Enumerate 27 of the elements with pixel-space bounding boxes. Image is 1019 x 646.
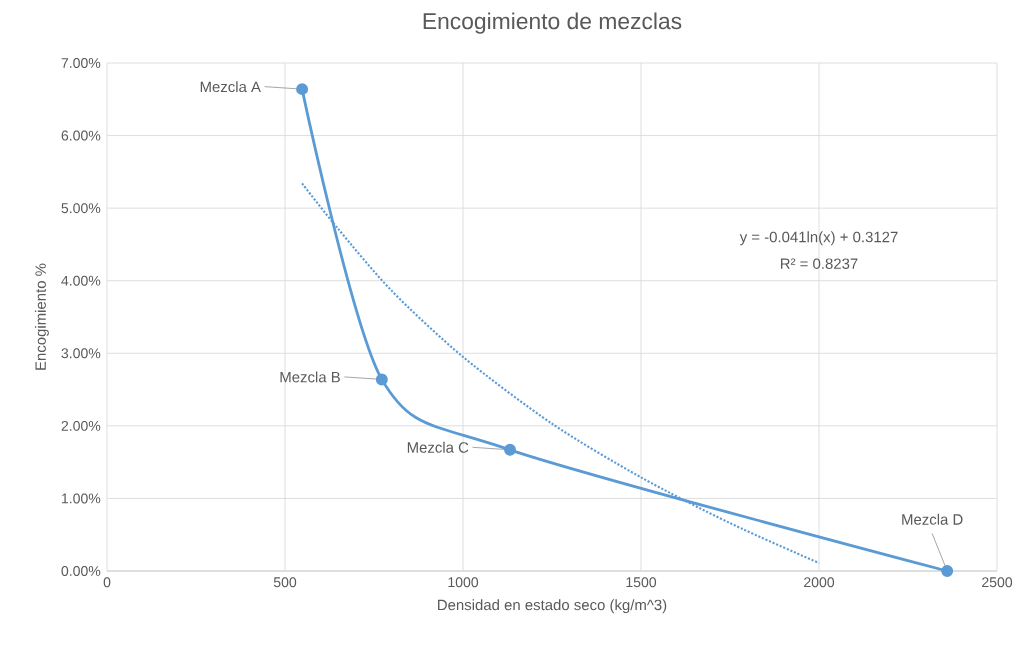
point xyxy=(504,443,516,456)
y-tick-label: 7.00% xyxy=(61,58,101,68)
annotation: Mezcla D xyxy=(902,513,963,525)
point xyxy=(375,373,388,386)
x-tick-label: 0 xyxy=(103,577,111,588)
point xyxy=(941,565,954,577)
annotation: Mezcla C xyxy=(407,441,469,453)
point xyxy=(296,83,309,96)
annotation: Mezcla A xyxy=(200,81,261,93)
x-tick-label: 2000 xyxy=(804,577,835,588)
x-tick-label: 500 xyxy=(273,577,297,588)
x-tick-label: 1000 xyxy=(448,577,479,588)
y-tick-label: 6.00% xyxy=(61,130,101,141)
x-tick-label: 2500 xyxy=(982,577,1013,588)
y-tick-label: 3.00% xyxy=(61,348,101,359)
annotation: Mezcla B xyxy=(280,371,340,383)
y-tick-label: 1.00% xyxy=(62,493,101,504)
y-tick-label: 2.00% xyxy=(61,420,101,431)
annotation: y = -0.041ln(x) + 0.3127 xyxy=(739,231,898,246)
y-axis-title: Encogimiento % xyxy=(34,263,49,370)
x-tick-label: 1500 xyxy=(626,577,657,588)
y-tick-label: 4.00% xyxy=(61,275,101,286)
x-axis-title: Densidad en estado seco (kg/m^3) xyxy=(438,599,667,614)
y-tick-label: 0.00% xyxy=(61,566,101,576)
y-tick-label: 5.00% xyxy=(61,203,101,214)
annotation: R² = 0.8237 xyxy=(780,258,858,269)
chart-title: Encogimiento de mezclas xyxy=(423,12,682,34)
